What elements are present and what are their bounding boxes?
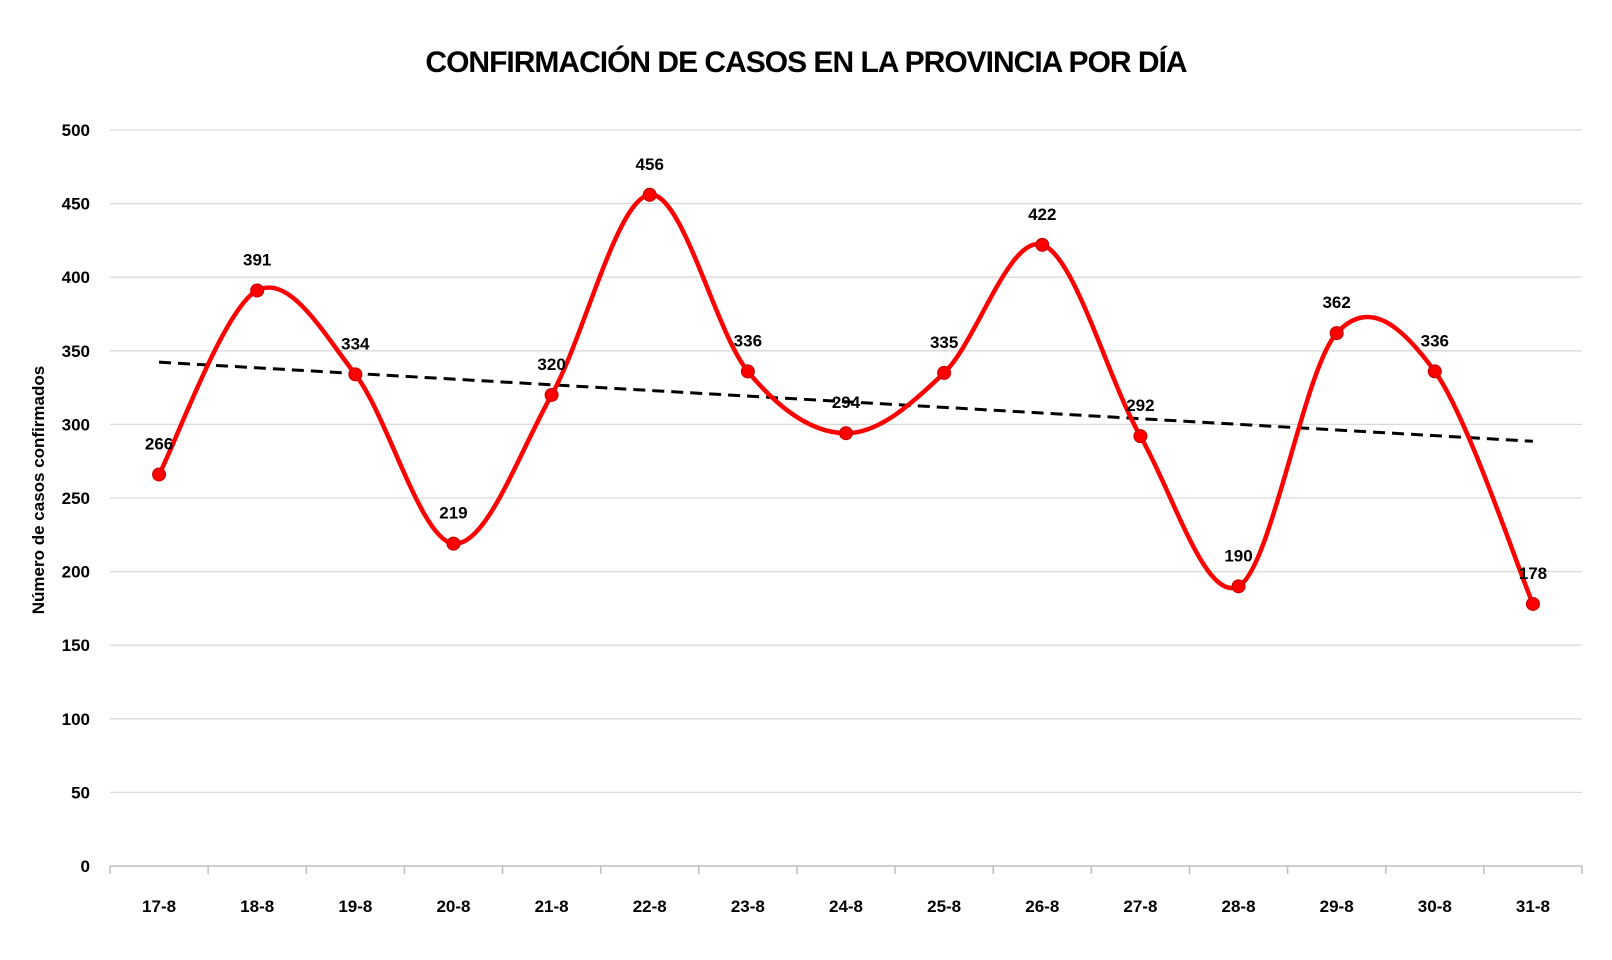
data-points [152, 187, 1540, 611]
data-point-20-8 [446, 536, 461, 551]
data-label-21-8: 320 [537, 355, 565, 374]
data-point-25-8 [937, 365, 952, 380]
data-point-23-8 [740, 364, 755, 379]
data-label-24-8: 294 [832, 393, 861, 412]
data-label-26-8: 422 [1028, 205, 1056, 224]
data-label-28-8: 190 [1224, 546, 1252, 565]
data-label-20-8: 219 [439, 504, 467, 523]
data-label-29-8: 362 [1322, 293, 1350, 312]
y-axis-label: Número de casos confirmados [29, 366, 48, 614]
x-tick-label-18-8: 18-8 [240, 897, 274, 916]
data-label-27-8: 292 [1126, 396, 1154, 415]
x-tick-label-30-8: 30-8 [1418, 897, 1452, 916]
trendline [158, 360, 1534, 443]
y-tick-label-300: 300 [62, 415, 90, 434]
x-tick-label-28-8: 28-8 [1222, 897, 1256, 916]
x-tick-label-29-8: 29-8 [1320, 897, 1354, 916]
data-point-27-8 [1133, 429, 1148, 444]
data-label-25-8: 335 [930, 333, 958, 352]
data-label-18-8: 391 [243, 250, 271, 269]
data-point-21-8 [544, 387, 559, 402]
gridlines [110, 129, 1582, 794]
x-axis-ticks: 17-8 18-8 19-8 20-8 21-8 22-8 23-8 24-8 25-8 26-8… [142, 897, 1550, 916]
data-point-22-8 [642, 187, 657, 202]
y-axis-ticks: 0 50 100 150 200 250 300 350 400 450 500 [62, 121, 90, 876]
chart-title: CONFIRMACIÓN DE CASOS EN LA PROVINCIA PO… [425, 45, 1186, 79]
x-tick-label-27-8: 27-8 [1123, 897, 1157, 916]
data-label-22-8: 456 [636, 155, 664, 174]
x-tick-label-26-8: 26-8 [1025, 897, 1059, 916]
data-label-30-8: 336 [1421, 331, 1449, 350]
x-tick-label-17-8: 17-8 [142, 897, 176, 916]
y-tick-label-350: 350 [62, 342, 90, 361]
x-tick-label-31-8: 31-8 [1516, 897, 1550, 916]
x-tick-label-19-8: 19-8 [338, 897, 372, 916]
y-tick-label-400: 400 [62, 268, 90, 287]
data-point-24-8 [839, 426, 853, 441]
data-label-19-8: 334 [341, 334, 370, 353]
x-tick-label-21-8: 21-8 [535, 897, 569, 916]
data-point-19-8 [348, 367, 363, 382]
data-point-29-8 [1329, 326, 1344, 341]
y-tick-label-250: 250 [62, 489, 90, 508]
x-tick-label-22-8: 22-8 [633, 897, 667, 916]
data-point-17-8 [152, 467, 167, 482]
data-point-30-8 [1427, 364, 1442, 379]
x-axis [109, 865, 1583, 874]
data-point-18-8 [250, 283, 265, 298]
trendline-group [158, 360, 1534, 443]
y-tick-label-50: 50 [71, 783, 90, 802]
data-point-28-8 [1231, 579, 1246, 594]
x-tick-label-23-8: 23-8 [731, 897, 765, 916]
x-tick-label-20-8: 20-8 [436, 897, 470, 916]
y-tick-label-0: 0 [81, 857, 90, 876]
y-tick-label-500: 500 [62, 121, 90, 140]
data-label-17-8: 266 [145, 434, 173, 453]
data-point-31-8 [1525, 596, 1540, 611]
data-point-26-8 [1035, 237, 1050, 252]
data-label-23-8: 336 [734, 331, 762, 350]
y-tick-label-100: 100 [62, 710, 90, 729]
data-label-31-8: 178 [1519, 564, 1547, 583]
data-labels: 266 391 334 219 320 456 336 294 335 422 292 190 362 3… [145, 155, 1547, 583]
x-tick-label-24-8: 24-8 [829, 897, 863, 916]
x-tick-label-25-8: 25-8 [927, 897, 961, 916]
y-tick-label-150: 150 [62, 636, 90, 655]
y-tick-label-200: 200 [62, 563, 90, 582]
y-tick-label-450: 450 [62, 195, 90, 214]
